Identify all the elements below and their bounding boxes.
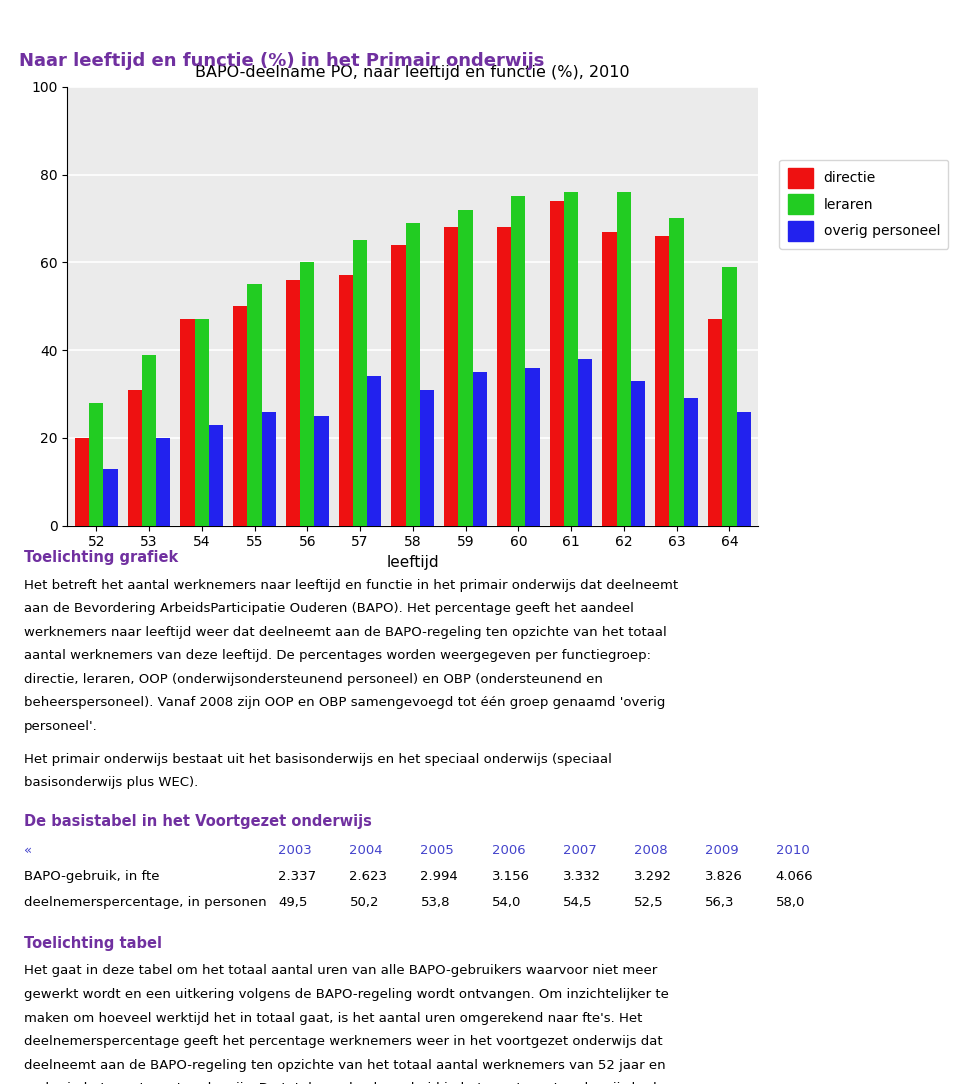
Bar — [616, 192, 631, 526]
Bar — [314, 416, 328, 526]
Text: gewerkt wordt en een uitkering volgens de BAPO-regeling wordt ontvangen. Om inzi: gewerkt wordt en een uitkering volgens d… — [24, 988, 669, 1001]
Bar — [736, 412, 751, 526]
Bar — [550, 201, 564, 526]
Bar — [708, 320, 722, 526]
Text: 2004: 2004 — [349, 844, 383, 857]
Bar — [339, 275, 353, 526]
Bar — [444, 228, 459, 526]
Text: deelnemerspercentage geeft het percentage werknemers weer in het voortgezet onde: deelnemerspercentage geeft het percentag… — [24, 1035, 662, 1048]
Bar — [180, 320, 195, 526]
Bar — [156, 438, 170, 526]
Text: aan de Bevordering ArbeidsParticipatie Ouderen (BAPO). Het percentage geeft het : aan de Bevordering ArbeidsParticipatie O… — [24, 603, 634, 616]
Text: werknemers naar leeftijd weer dat deelneemt aan de BAPO-regeling ten opzichte va: werknemers naar leeftijd weer dat deelne… — [24, 625, 667, 638]
Text: 2006: 2006 — [492, 844, 525, 857]
Text: 54,0: 54,0 — [492, 896, 521, 909]
Bar — [512, 196, 525, 526]
Text: Toelichting grafiek: Toelichting grafiek — [24, 551, 179, 565]
Bar — [367, 376, 381, 526]
Text: 49,5: 49,5 — [278, 896, 308, 909]
Text: directie, leraren, OOP (onderwijsondersteunend personeel) en OBP (ondersteunend : directie, leraren, OOP (onderwijsonderst… — [24, 673, 603, 686]
Text: beheerspersoneel). Vanaf 2008 zijn OOP en OBP samengevoegd tot één groep genaamd: beheerspersoneel). Vanaf 2008 zijn OOP e… — [24, 696, 665, 709]
Text: Schoolleiders: Schoolleiders — [449, 17, 575, 36]
Bar — [656, 236, 669, 526]
Text: BAPO-gebruik, in fte: BAPO-gebruik, in fte — [24, 870, 159, 883]
Text: 2.337: 2.337 — [278, 870, 317, 883]
Bar — [75, 438, 89, 526]
Text: maken om hoeveel werktijd het in totaal gaat, is het aantal uren omgerekend naar: maken om hoeveel werktijd het in totaal … — [24, 1011, 642, 1024]
Text: ouder in het voortgezet onderwijs. De totale werkgelegenheid in het voortgezet o: ouder in het voortgezet onderwijs. De to… — [24, 1082, 686, 1084]
Text: Het gaat in deze tabel om het totaal aantal uren van alle BAPO-gebruikers waarvo: Het gaat in deze tabel om het totaal aan… — [24, 965, 658, 978]
Text: 2009: 2009 — [705, 844, 738, 857]
Text: 2.623: 2.623 — [349, 870, 388, 883]
Text: 2.994: 2.994 — [420, 870, 458, 883]
Text: 3.332: 3.332 — [563, 870, 601, 883]
Bar — [472, 372, 487, 526]
Text: 2007: 2007 — [563, 844, 596, 857]
Text: 53,8: 53,8 — [420, 896, 450, 909]
Text: basisonderwijs plus WEC).: basisonderwijs plus WEC). — [24, 776, 199, 789]
Text: 3.156: 3.156 — [492, 870, 530, 883]
Text: De basistabel in het Voortgezet onderwijs: De basistabel in het Voortgezet onderwij… — [24, 814, 372, 829]
Bar — [631, 380, 645, 526]
Text: deelnemerspercentage, in personen: deelnemerspercentage, in personen — [24, 896, 267, 909]
Bar — [459, 209, 472, 526]
Text: 2005: 2005 — [420, 844, 454, 857]
Bar — [142, 354, 156, 526]
Text: cnv: cnv — [357, 18, 382, 31]
Bar — [233, 307, 248, 526]
Bar — [195, 320, 209, 526]
Text: 50,2: 50,2 — [349, 896, 379, 909]
Text: 56,3: 56,3 — [705, 896, 734, 909]
Title: BAPO-deelname PO, naar leeftijd en functie (%), 2010: BAPO-deelname PO, naar leeftijd en funct… — [196, 65, 630, 80]
Text: 3.826: 3.826 — [705, 870, 742, 883]
Bar — [262, 412, 276, 526]
Text: 52,5: 52,5 — [634, 896, 663, 909]
Text: 2003: 2003 — [278, 844, 312, 857]
Bar — [128, 389, 142, 526]
Bar — [89, 403, 104, 526]
Bar — [578, 359, 592, 526]
Bar — [300, 262, 314, 526]
Bar — [603, 232, 616, 526]
Bar — [286, 280, 300, 526]
Bar — [669, 219, 684, 526]
Bar — [406, 223, 420, 526]
Text: «: « — [24, 844, 32, 857]
Bar — [248, 284, 262, 526]
Bar — [392, 245, 406, 526]
Bar — [420, 389, 434, 526]
Text: 4.066: 4.066 — [776, 870, 813, 883]
Text: Het betreft het aantal werknemers naar leeftijd en functie in het primair onderw: Het betreft het aantal werknemers naar l… — [24, 579, 678, 592]
Bar — [353, 241, 367, 526]
Bar — [525, 367, 540, 526]
Bar — [684, 399, 698, 526]
Text: deelneemt aan de BAPO-regeling ten opzichte van het totaal aantal werknemers van: deelneemt aan de BAPO-regeling ten opzic… — [24, 1059, 665, 1072]
Text: personeel'.: personeel'. — [24, 720, 98, 733]
Text: aantal werknemers van deze leeftijd. De percentages worden weergegeven per funct: aantal werknemers van deze leeftijd. De … — [24, 649, 651, 662]
X-axis label: leeftijd: leeftijd — [387, 555, 439, 570]
Legend: directie, leraren, overig personeel: directie, leraren, overig personeel — [780, 159, 948, 249]
Bar — [104, 468, 117, 526]
Text: Het primair onderwijs bestaat uit het basisonderwijs en het speciaal onderwijs (: Het primair onderwijs bestaat uit het ba… — [24, 753, 612, 766]
Text: 58,0: 58,0 — [776, 896, 805, 909]
Text: 2008: 2008 — [634, 844, 667, 857]
Text: 2010: 2010 — [776, 844, 809, 857]
Text: 3.292: 3.292 — [634, 870, 672, 883]
Text: Naar leeftijd en functie (%) in het Primair onderwijs: Naar leeftijd en functie (%) in het Prim… — [19, 52, 544, 70]
Text: Toelichting tabel: Toelichting tabel — [24, 935, 162, 951]
Bar — [722, 267, 736, 526]
Bar — [497, 228, 512, 526]
Text: 54,5: 54,5 — [563, 896, 592, 909]
Bar — [209, 425, 223, 526]
Bar — [564, 192, 578, 526]
